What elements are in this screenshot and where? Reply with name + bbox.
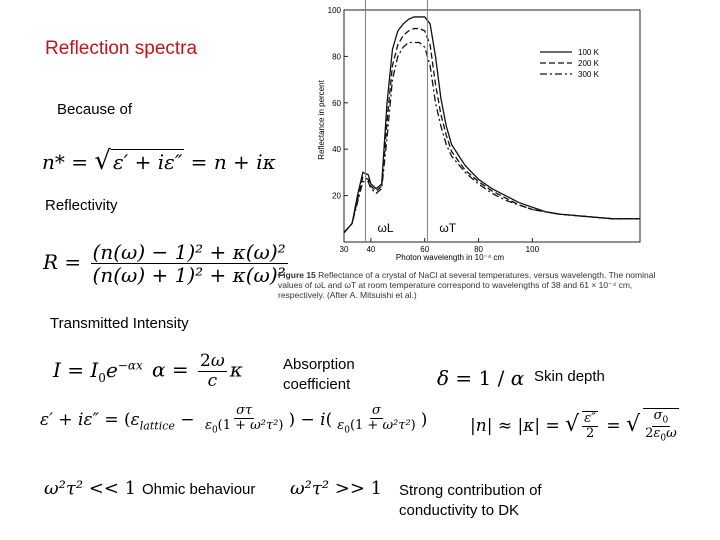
reflectivity-equation: R = (n(ω) − 1)² + κ(ω)² (n(ω) + 1)² + κ(ω… xyxy=(43,240,288,287)
x-axis-label: Photon wavelength in 10⁻⁴ cm xyxy=(396,253,505,262)
chart-markers: ωL ωT xyxy=(365,0,457,242)
figure-caption-text: Reflectance of a crystal of NaCl at seve… xyxy=(278,270,656,300)
x-tick-label: 40 xyxy=(366,245,375,254)
chart-legend: 100 K 200 K 300 K xyxy=(540,48,600,79)
slide-title: Reflection spectra xyxy=(45,38,198,59)
y-tick-label: 80 xyxy=(332,52,341,61)
reflectivity-label: Reflectivity xyxy=(45,197,118,214)
y-tick-label: 100 xyxy=(328,6,342,15)
ohmic-behaviour-label: Ohmic behaviour xyxy=(142,481,256,498)
x-tick-label: 80 xyxy=(474,245,483,254)
y-tick-label: 40 xyxy=(332,145,341,154)
absorption-coefficient-label: Absorption coefficient xyxy=(283,356,355,393)
legend-label: 200 K xyxy=(578,59,600,68)
y-tick-label: 20 xyxy=(332,192,341,201)
reflectance-chart: 30 40 60 80 100 20 40 60 80 100 100 K 200 K 300 K ω… xyxy=(317,0,641,262)
skin-depth-label: Skin depth xyxy=(534,368,605,385)
skin-relation-equation: |n| ≈ |κ| = √ ε″ 2 = √ σ0 2ε0ω xyxy=(470,408,679,445)
low-frequency-condition: ω²τ² << 1 xyxy=(44,478,137,499)
legend-label: 100 K xyxy=(578,48,600,57)
refractive-index-equation: n* = √ ε′ + iε″ = n + iκ xyxy=(42,146,276,176)
strong-contribution-label: Strong contribution of conductivity to D… xyxy=(399,482,542,519)
y-tick-label: 60 xyxy=(332,99,341,108)
skin-depth-equation: δ = 1 / α xyxy=(437,366,525,390)
frequency-marker-label: ωL xyxy=(378,221,394,235)
high-frequency-condition: ω²τ² >> 1 xyxy=(290,478,383,499)
x-tick-label: 60 xyxy=(420,245,429,254)
transmitted-intensity-label: Transmitted Intensity xyxy=(50,315,189,332)
figure-caption-number: Figure 15 xyxy=(278,270,316,280)
dielectric-function-equation: ε′ + iε″ = (εlattice − στ ε0(1 + ω²τ²)) −… xyxy=(40,403,428,436)
x-tick-label: 100 xyxy=(526,245,540,254)
y-axis-label: Reflectance in percent xyxy=(317,79,326,159)
intensity-equation: I = I0e−αx xyxy=(53,358,143,385)
frequency-marker-label: ωT xyxy=(439,221,456,235)
figure-caption: Figure 15 Reflectance of a crystal of Na… xyxy=(278,270,678,300)
alpha-equation: α = 2ω c κ xyxy=(152,351,243,391)
because-of-label: Because of xyxy=(57,101,133,118)
legend-label: 300 K xyxy=(578,70,600,79)
chart-ticks: 30 40 60 80 100 20 40 60 80 100 xyxy=(328,6,540,254)
x-tick-label: 30 xyxy=(340,245,349,254)
plot-area-border xyxy=(343,9,641,243)
chart-frame xyxy=(343,9,641,243)
